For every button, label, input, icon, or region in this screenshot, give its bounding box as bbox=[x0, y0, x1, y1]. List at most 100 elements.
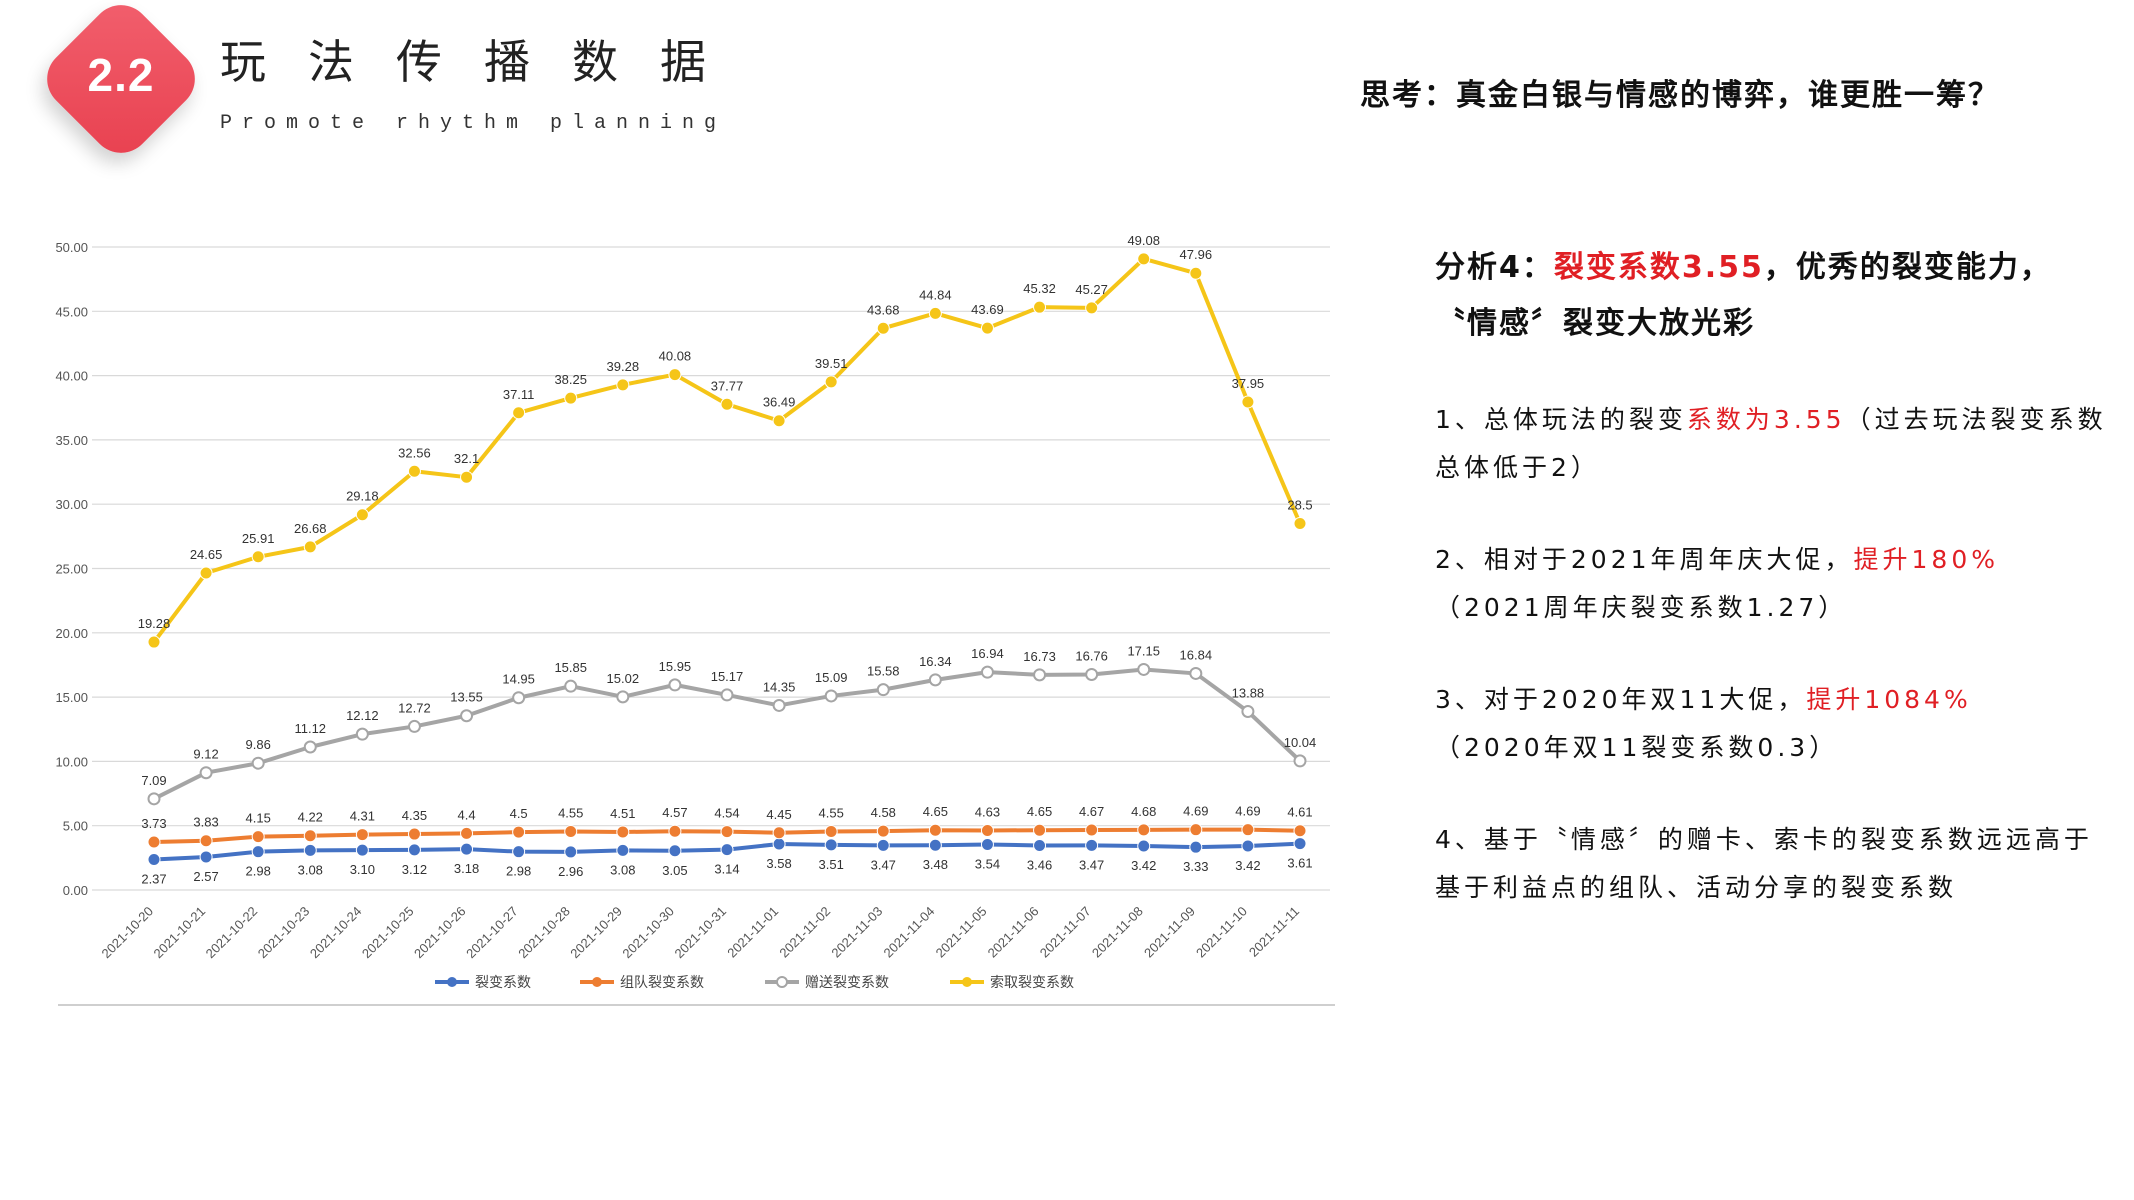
analysis-point-3: 3、对于2020年双11大促，提升1084% （2020年双11裂变系数0.3） bbox=[1435, 676, 2115, 772]
series-line bbox=[152, 256, 1302, 644]
question-heading: 思考：真金白银与情感的博弈，谁更胜一筹？ bbox=[1360, 78, 2000, 113]
analysis-heading-highlight: 裂变系数3.55 bbox=[1553, 250, 1764, 285]
data-label: 16.34 bbox=[919, 654, 952, 669]
x-tick-label: 2021-10-23 bbox=[255, 904, 313, 962]
data-point bbox=[564, 391, 578, 405]
data-point bbox=[147, 635, 161, 649]
x-tick-label: 2021-10-31 bbox=[671, 904, 729, 962]
x-tick-label: 2021-11-07 bbox=[1037, 904, 1094, 961]
data-label: 39.51 bbox=[815, 356, 848, 371]
data-label: 37.95 bbox=[1232, 376, 1265, 391]
data-label: 4.45 bbox=[766, 807, 791, 822]
data-point bbox=[1241, 839, 1255, 853]
analysis-point-1: 1、总体玩法的裂变系数为3.55（过去玩法裂变系数总体低于2） bbox=[1435, 396, 2115, 492]
data-point bbox=[876, 838, 890, 852]
analysis-point-4: 4、基于〝情感〞的赠卡、索卡的裂变系数远远高于基于利益点的组队、活动分享的裂变系… bbox=[1435, 816, 2115, 912]
data-label: 13.88 bbox=[1232, 686, 1265, 701]
data-label: 11.12 bbox=[294, 721, 326, 736]
data-label: 12.72 bbox=[398, 700, 431, 715]
data-label: 3.47 bbox=[1079, 857, 1104, 872]
data-point bbox=[460, 842, 474, 856]
data-label: 16.84 bbox=[1180, 647, 1213, 662]
legend-label: 组队裂变系数 bbox=[620, 975, 704, 991]
section-number: 2.2 bbox=[87, 49, 155, 101]
data-point bbox=[824, 838, 838, 852]
data-label: 14.35 bbox=[763, 679, 796, 694]
y-tick-label: 25.00 bbox=[55, 562, 88, 577]
point-highlight: 提升180% bbox=[1853, 545, 2000, 574]
data-label: 16.94 bbox=[971, 646, 1004, 661]
data-label: 32.1 bbox=[454, 451, 479, 466]
y-tick-label: 40.00 bbox=[55, 369, 88, 384]
data-point bbox=[668, 824, 682, 838]
data-point bbox=[199, 834, 213, 848]
data-point bbox=[251, 756, 265, 770]
data-label: 3.46 bbox=[1027, 858, 1052, 873]
data-point bbox=[876, 683, 890, 697]
data-label: 16.73 bbox=[1023, 649, 1056, 664]
y-tick-label: 30.00 bbox=[55, 497, 88, 512]
y-tick-label: 50.00 bbox=[55, 240, 88, 255]
analysis-heading-prefix: 分析4： bbox=[1435, 250, 1554, 285]
x-tick-label: 2021-11-03 bbox=[828, 904, 885, 961]
data-point bbox=[355, 727, 369, 741]
point-text: （2020年双11裂变系数0.3） bbox=[1435, 733, 1839, 762]
data-point bbox=[303, 740, 317, 754]
data-point bbox=[928, 838, 942, 852]
x-tick-label: 2021-11-06 bbox=[985, 904, 1042, 961]
data-point bbox=[1033, 823, 1047, 837]
data-point bbox=[355, 828, 369, 842]
data-label: 7.09 bbox=[141, 773, 166, 788]
x-tick-label: 2021-11-04 bbox=[881, 904, 938, 961]
data-label: 4.67 bbox=[1079, 804, 1104, 819]
data-label: 2.57 bbox=[193, 869, 218, 884]
data-label: 4.4 bbox=[458, 807, 476, 822]
x-tick-label: 2021-10-30 bbox=[619, 904, 677, 962]
data-point bbox=[1293, 837, 1307, 851]
legend-marker bbox=[447, 977, 457, 987]
data-label: 26.68 bbox=[294, 521, 327, 536]
data-label: 3.08 bbox=[298, 862, 323, 877]
data-point bbox=[980, 823, 994, 837]
point-text: 1、总体玩法的裂变 bbox=[1435, 405, 1687, 434]
data-point bbox=[1189, 823, 1203, 837]
data-point bbox=[1137, 662, 1151, 676]
data-label: 14.95 bbox=[502, 672, 535, 687]
x-tick-label: 2021-11-10 bbox=[1193, 904, 1250, 961]
x-tick-label: 2021-10-24 bbox=[307, 904, 365, 962]
data-point bbox=[512, 845, 526, 859]
data-point bbox=[564, 679, 578, 693]
data-label: 49.08 bbox=[1127, 233, 1160, 248]
data-point bbox=[876, 321, 890, 335]
data-label: 4.31 bbox=[350, 809, 375, 824]
analysis-panel: 分析4：裂变系数3.55，优秀的裂变能力， 〝情感〞裂变大放光彩 1、总体玩法的… bbox=[1435, 240, 2115, 912]
data-label: 3.42 bbox=[1235, 858, 1260, 873]
data-point bbox=[824, 375, 838, 389]
data-point bbox=[407, 827, 421, 841]
x-tick-label: 2021-10-22 bbox=[203, 904, 261, 962]
data-point bbox=[407, 719, 421, 733]
data-point bbox=[564, 824, 578, 838]
data-label: 38.25 bbox=[554, 372, 587, 387]
y-tick-label: 0.00 bbox=[63, 883, 88, 898]
data-point bbox=[616, 690, 630, 704]
data-point bbox=[199, 566, 213, 580]
x-tick-label: 2021-11-08 bbox=[1089, 904, 1146, 961]
data-point bbox=[147, 853, 161, 867]
data-label: 4.22 bbox=[298, 810, 323, 825]
data-point bbox=[460, 470, 474, 484]
analysis-heading-line2: 〝情感〞裂变大放光彩 bbox=[1435, 306, 1755, 341]
data-label: 45.27 bbox=[1075, 282, 1108, 297]
data-point bbox=[460, 709, 474, 723]
data-label: 4.69 bbox=[1235, 804, 1260, 819]
data-point bbox=[1189, 840, 1203, 854]
data-point bbox=[772, 826, 786, 840]
data-label: 37.11 bbox=[503, 387, 535, 402]
data-label: 47.96 bbox=[1180, 247, 1213, 262]
data-label: 3.58 bbox=[766, 856, 791, 871]
data-label: 3.51 bbox=[819, 857, 844, 872]
data-label: 15.85 bbox=[554, 660, 587, 675]
data-point bbox=[980, 837, 994, 851]
data-label: 15.02 bbox=[607, 671, 640, 686]
x-tick-label: 2021-11-02 bbox=[776, 904, 833, 961]
